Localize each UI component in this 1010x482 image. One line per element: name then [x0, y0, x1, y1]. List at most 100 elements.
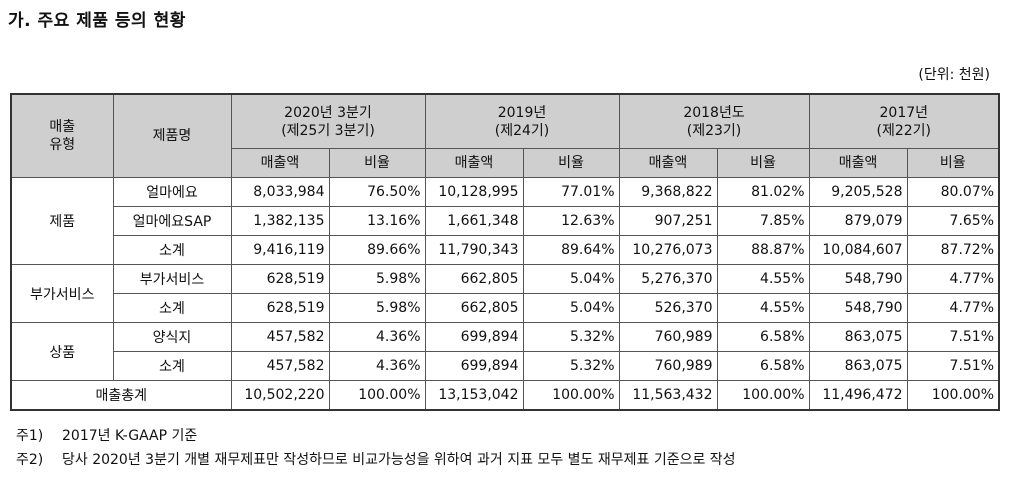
product-name-cell: 얼마에요	[112, 177, 232, 207]
sales-value-cell: 548,790	[808, 293, 908, 323]
header-ratio: 비율	[716, 148, 810, 178]
ratio-value-cell: 5.32%	[522, 351, 620, 381]
section-title: 가. 주요 제품 등의 현황	[8, 11, 186, 31]
sales-value-cell: 907,251	[618, 206, 718, 236]
footnotes: 주1) 2017년 K-GAAP 기준 주2) 당사 2020년 3분기 개별 재무…	[16, 424, 736, 472]
footnote-key: 주1)	[16, 428, 44, 444]
period-year: 2020년 3분기	[284, 104, 372, 121]
period-year: 2017년	[879, 104, 929, 121]
ratio-value-cell: 5.04%	[522, 293, 620, 323]
header-sales: 매출액	[230, 148, 330, 178]
sales-value-cell: 628,519	[230, 264, 330, 294]
table-row: 소계 9,416,119 89.66% 11,790,343 89.64% 10,276,…	[11, 235, 1000, 265]
product-name-cell: 얼마에요SAP	[112, 206, 232, 236]
header-period-2020q3: 2020년 3분기 (제25기 3분기)	[230, 93, 426, 149]
sales-value-cell: 699,894	[424, 351, 524, 381]
sales-value-cell: 1,382,135	[230, 206, 330, 236]
ratio-value-cell: 89.64%	[522, 235, 620, 265]
sales-value-cell: 10,084,607	[808, 235, 908, 265]
period-term: (제22기)	[876, 122, 932, 139]
ratio-value-cell: 5.98%	[328, 264, 426, 294]
period-term: (제24기)	[494, 122, 550, 139]
period-term: (제23기)	[686, 122, 742, 139]
table-row: 얼마에요SAP 1,382,135 13.16% 1,661,348 12.63% 907…	[11, 206, 1000, 236]
footnote: 주2) 당사 2020년 3분기 개별 재무제표만 작성하므로 비교가능성을 위하…	[16, 448, 736, 472]
sales-type-cell: 상품	[10, 322, 114, 381]
ratio-value-cell: 4.36%	[328, 322, 426, 352]
product-name-cell: 소계	[112, 235, 232, 265]
table-row: 제품 얼마에요 8,033,984 76.50% 10,128,995 77.01% 9,3…	[10, 177, 1000, 265]
sales-value-cell: 1,661,348	[424, 206, 524, 236]
ratio-value-cell: 87.72%	[906, 235, 1000, 265]
total-row: 매출총계 10,502,220 100.00% 13,153,042 100.00% 11…	[10, 380, 1000, 411]
total-ratio-cell: 100.00%	[522, 380, 620, 411]
total-sales-cell: 13,153,042	[424, 380, 524, 411]
header-ratio: 비율	[906, 148, 1000, 178]
ratio-value-cell: 6.58%	[716, 351, 810, 381]
header-ratio: 비율	[328, 148, 426, 178]
sales-value-cell: 879,079	[808, 206, 908, 236]
total-sales-cell: 10,502,220	[230, 380, 330, 411]
header-product-name: 제품명	[112, 93, 232, 178]
footnote: 주1) 2017년 K-GAAP 기준	[16, 424, 736, 448]
sales-type-cell: 부가서비스	[10, 264, 114, 323]
ratio-value-cell: 77.01%	[522, 177, 620, 207]
sales-value-cell: 548,790	[808, 264, 908, 294]
ratio-value-cell: 5.98%	[328, 293, 426, 323]
sales-value-cell: 9,205,528	[808, 177, 908, 207]
sales-value-cell: 760,989	[618, 351, 718, 381]
sales-value-cell: 863,075	[808, 322, 908, 352]
total-ratio-cell: 100.00%	[716, 380, 810, 411]
ratio-value-cell: 5.32%	[522, 322, 620, 352]
sales-value-cell: 9,416,119	[230, 235, 330, 265]
sales-value-cell: 457,582	[230, 351, 330, 381]
sales-value-cell: 699,894	[424, 322, 524, 352]
header-sales: 매출액	[808, 148, 908, 178]
header-period-2019: 2019년 (제24기)	[424, 93, 620, 149]
sales-value-cell: 662,805	[424, 293, 524, 323]
header-ratio: 비율	[522, 148, 620, 178]
ratio-value-cell: 4.55%	[716, 264, 810, 294]
sales-value-cell: 760,989	[618, 322, 718, 352]
ratio-value-cell: 12.63%	[522, 206, 620, 236]
sales-type-cell: 제품	[10, 177, 114, 265]
sales-value-cell: 526,370	[618, 293, 718, 323]
ratio-value-cell: 81.02%	[716, 177, 810, 207]
ratio-value-cell: 76.50%	[328, 177, 426, 207]
total-sales-cell: 11,496,472	[808, 380, 908, 411]
sales-value-cell: 863,075	[808, 351, 908, 381]
ratio-value-cell: 4.77%	[906, 293, 1000, 323]
table-row: 소계 457,582 4.36% 699,894 5.32% 760,989 6.58% 86…	[11, 351, 1000, 381]
ratio-value-cell: 5.04%	[522, 264, 620, 294]
ratio-value-cell: 80.07%	[906, 177, 1000, 207]
period-year: 2018년도	[683, 104, 745, 121]
total-sales-cell: 11,563,432	[618, 380, 718, 411]
sales-value-cell: 457,582	[230, 322, 330, 352]
total-ratio-cell: 100.00%	[906, 380, 1000, 411]
sales-value-cell: 628,519	[230, 293, 330, 323]
ratio-value-cell: 7.51%	[906, 351, 1000, 381]
unit-label: (단위: 천원)	[918, 67, 990, 83]
sales-value-cell: 8,033,984	[230, 177, 330, 207]
table-row: 상품 양식지 457,582 4.36% 699,894 5.32% 760,989 6.58…	[10, 322, 1000, 381]
ratio-value-cell: 7.65%	[906, 206, 1000, 236]
ratio-value-cell: 13.16%	[328, 206, 426, 236]
ratio-value-cell: 6.58%	[716, 322, 810, 352]
product-name-cell: 소계	[112, 293, 232, 323]
header-sales: 매출액	[618, 148, 718, 178]
total-ratio-cell: 100.00%	[328, 380, 426, 411]
product-name-cell: 소계	[112, 351, 232, 381]
ratio-value-cell: 4.36%	[328, 351, 426, 381]
header-sales-type: 매출 유형	[10, 93, 114, 178]
table-row: 소계 628,519 5.98% 662,805 5.04% 526,370 4.55% 54…	[11, 293, 1000, 323]
ratio-value-cell: 89.66%	[328, 235, 426, 265]
ratio-value-cell: 7.51%	[906, 322, 1000, 352]
sales-value-cell: 11,790,343	[424, 235, 524, 265]
footnote-key: 주2)	[16, 452, 44, 468]
header-period-2017: 2017년 (제22기)	[808, 93, 1000, 149]
ratio-value-cell: 88.87%	[716, 235, 810, 265]
ratio-value-cell: 4.77%	[906, 264, 1000, 294]
total-label: 매출총계	[10, 380, 232, 411]
footnote-text: 2017년 K-GAAP 기준	[62, 428, 198, 444]
sales-value-cell: 10,276,073	[618, 235, 718, 265]
